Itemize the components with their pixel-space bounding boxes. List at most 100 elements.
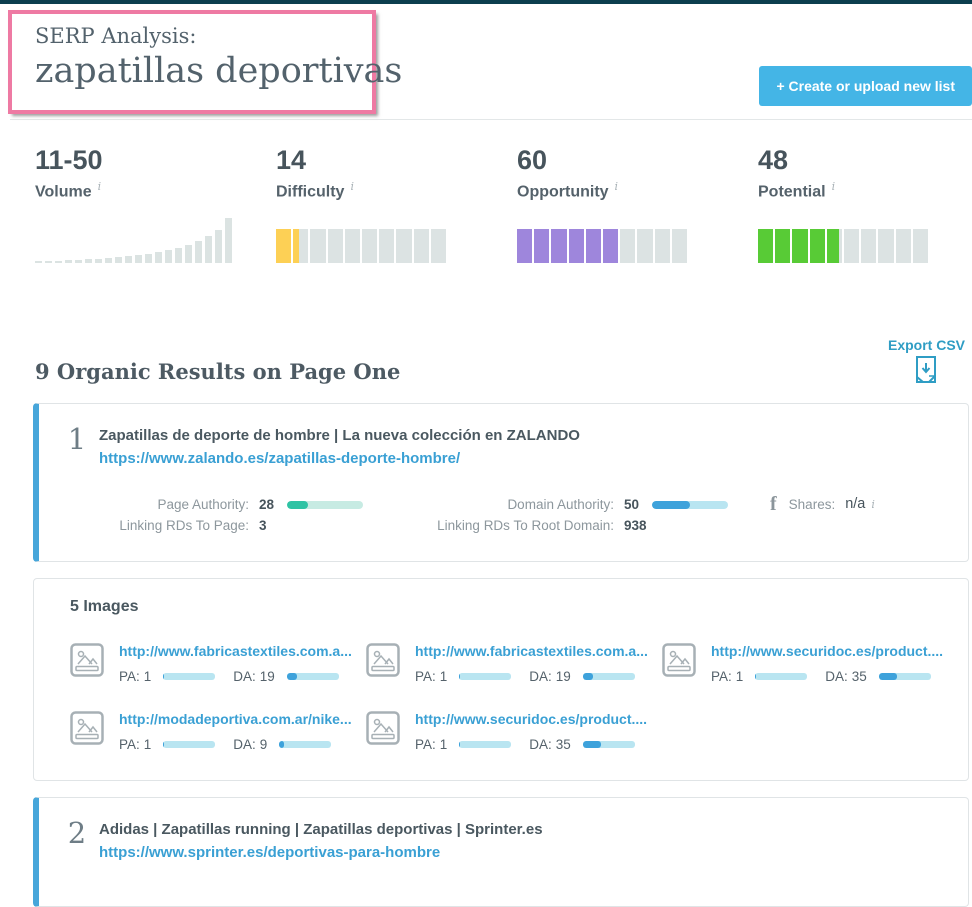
shares-value: n/a <box>845 496 866 513</box>
images-heading: 5 Images <box>70 598 139 616</box>
image-result-1: http://www.fabricastextiles.com.a... PA:… <box>70 643 366 684</box>
info-icon[interactable]: i <box>831 180 836 193</box>
pa-bar <box>163 673 216 681</box>
page-authority-bar <box>287 500 363 509</box>
pa-bar <box>459 673 512 681</box>
pa-value: 1 <box>439 669 448 685</box>
download-icon[interactable] <box>915 356 937 384</box>
serp-analysis-label: SERP Analysis: <box>35 24 197 48</box>
domain-authority-bar <box>652 500 728 509</box>
info-icon[interactable]: i <box>614 180 619 193</box>
result-rank: 2 <box>67 816 87 851</box>
volume-histogram <box>35 216 232 264</box>
image-placeholder-icon <box>70 643 104 678</box>
da-value: 19 <box>555 669 571 685</box>
linking-rds-root-label: Linking RDs To Root Domain: <box>437 518 614 534</box>
da-bar <box>279 741 332 749</box>
pa-bar <box>163 741 216 749</box>
top-accent-bar <box>0 0 972 4</box>
difficulty-label: Difficulty i <box>276 180 354 201</box>
header-title-block: SERP Analysis: zapatillas deportivas <box>35 24 402 91</box>
export-csv-label[interactable]: Export CSV <box>887 337 965 354</box>
page-authority-value: 28 <box>259 497 275 513</box>
metric-volume: 11-50 Volume i <box>35 145 276 264</box>
pa-value: 1 <box>143 737 152 753</box>
info-icon[interactable]: i <box>871 497 875 511</box>
da-label: DA: <box>233 669 256 685</box>
pa-value: 1 <box>439 737 448 753</box>
metric-difficulty: 14 Difficulty i <box>276 145 517 264</box>
linking-rds-page-label: Linking RDs To Page: <box>119 518 249 534</box>
organic-result-card-1: 1 Zapatillas de deporte de hombre | La n… <box>33 403 969 563</box>
image-result-5: http://www.securidoc.es/product.... PA: … <box>366 711 662 752</box>
result-url-link[interactable]: https://www.sprinter.es/deportivas-para-… <box>99 844 441 862</box>
pa-value: 1 <box>735 669 744 685</box>
metric-opportunity: 60 Opportunity i <box>517 145 758 264</box>
volume-value: 11-50 <box>35 145 103 175</box>
image-result-4: http://modadeportiva.com.ar/nike... PA: … <box>70 711 366 752</box>
pa-label: PA: <box>119 737 140 753</box>
pa-label: PA: <box>119 669 140 685</box>
image-url-link[interactable]: http://www.fabricastextiles.com.a... <box>415 643 648 660</box>
linking-rds-root-value: 938 <box>624 518 647 534</box>
da-label: DA: <box>825 669 848 685</box>
result-metrics-row: Page Authority: 28 Linking RDs To Page: … <box>39 467 968 561</box>
da-value: 35 <box>851 669 867 685</box>
potential-value: 48 <box>758 145 789 175</box>
page-header: SERP Analysis: zapatillas deportivas + C… <box>0 4 972 119</box>
volume-label: Volume i <box>35 180 102 201</box>
results-section-header: 9 Organic Results on Page One Export CSV <box>35 337 969 387</box>
header-divider <box>10 119 972 120</box>
image-url-link[interactable]: http://www.fabricastextiles.com.a... <box>119 643 352 660</box>
difficulty-segment-bar <box>276 229 447 264</box>
pa-value: 1 <box>143 669 152 685</box>
pa-label: PA: <box>415 669 436 685</box>
opportunity-segment-bar <box>517 229 688 264</box>
image-placeholder-icon <box>366 643 400 678</box>
metrics-row: 11-50 Volume i 14 Difficulty i 60 Opportun… <box>0 120 972 264</box>
da-bar <box>286 673 339 681</box>
create-or-upload-list-button[interactable]: + Create or upload new list <box>759 66 972 106</box>
info-icon[interactable]: i <box>97 180 102 193</box>
image-url-link[interactable]: http://modadeportiva.com.ar/nike... <box>119 711 352 728</box>
result-url-link[interactable]: https://www.zalando.es/zapatillas-deport… <box>99 450 461 468</box>
da-label: DA: <box>529 669 552 685</box>
potential-label: Potential i <box>758 180 836 201</box>
image-placeholder-icon <box>662 643 696 678</box>
da-value: 9 <box>259 737 268 753</box>
opportunity-value: 60 <box>517 145 548 175</box>
da-bar <box>878 673 931 681</box>
da-bar <box>582 673 635 681</box>
facebook-icon: f <box>770 492 777 515</box>
result-title: Adidas | Zapatillas running | Zapatillas… <box>99 821 543 839</box>
metric-potential: 48 Potential i <box>758 145 972 264</box>
info-icon[interactable]: i <box>350 180 354 193</box>
image-url-link[interactable]: http://www.securidoc.es/product.... <box>711 643 944 660</box>
potential-segment-bar <box>758 229 929 264</box>
image-result-2: http://www.fabricastextiles.com.a... PA:… <box>366 643 662 684</box>
keyword-title: zapatillas deportivas <box>35 51 403 91</box>
organic-result-card-2: 2 Adidas | Zapatillas running | Zapatill… <box>33 797 969 907</box>
domain-authority-label: Domain Authority: <box>507 497 614 513</box>
export-csv[interactable]: Export CSV <box>887 337 965 384</box>
images-card: 5 Images http://www.fabricastextiles.com… <box>33 578 969 782</box>
pa-bar <box>755 673 808 681</box>
result-title: Zapatillas de deporte de hombre | La nue… <box>99 427 580 445</box>
image-result-3: http://www.securidoc.es/product.... PA: … <box>662 643 950 684</box>
organic-results-heading: 9 Organic Results on Page One <box>35 359 401 385</box>
pa-label: PA: <box>415 737 436 753</box>
pa-bar <box>459 741 512 749</box>
page-authority-label: Page Authority: <box>157 497 249 513</box>
da-value: 19 <box>259 669 275 685</box>
result-rank: 1 <box>67 422 87 457</box>
shares-label: Shares: <box>788 496 836 512</box>
image-url-link[interactable]: http://www.securidoc.es/product.... <box>415 711 648 728</box>
images-grid: http://www.fabricastextiles.com.a... PA:… <box>70 643 950 752</box>
opportunity-label: Opportunity i <box>517 180 619 201</box>
da-bar <box>582 741 635 749</box>
da-value: 35 <box>555 737 571 753</box>
da-label: DA: <box>529 737 552 753</box>
pa-label: PA: <box>711 669 732 685</box>
difficulty-value: 14 <box>276 145 307 175</box>
image-placeholder-icon <box>366 711 400 746</box>
